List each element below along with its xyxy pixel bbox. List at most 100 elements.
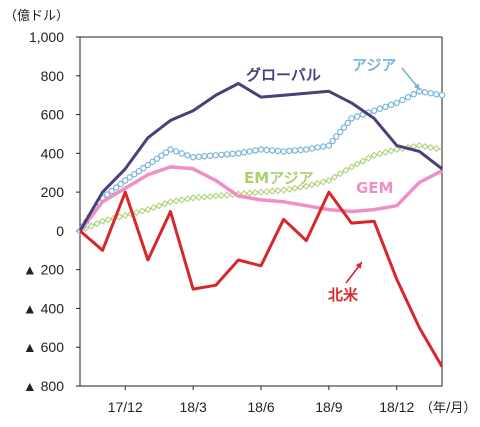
data-point [268,187,276,195]
data-point [399,96,406,104]
data-point [149,158,156,166]
data-point [297,183,305,191]
data-point [274,187,282,195]
data-point [308,145,316,152]
data-point [218,151,225,158]
data-point [280,186,288,194]
data-point [274,147,282,155]
data-point [189,154,197,161]
data-point [178,196,186,204]
data-point [344,119,351,127]
data-point [162,149,170,156]
y-tick-label: ▲ 400 [23,300,64,316]
data-point [201,153,208,160]
data-point [99,217,107,225]
series-label: EMアジア [244,169,314,187]
data-point [285,185,293,193]
series-labels: グローバル アジア EMアジア GEM 北米 [244,56,421,304]
x-tick-label: 18/6 [247,399,274,415]
y-tick-label: 0 [56,223,64,239]
data-point [314,179,322,187]
series-line [78,82,443,232]
data-point [263,146,270,154]
data-point [353,160,361,168]
data-point [122,177,129,184]
series-label: アジア [352,56,396,74]
data-point [382,103,389,111]
data-point [308,181,316,189]
data-point [235,150,242,157]
data-point [257,146,265,153]
data-point [87,222,95,230]
series-layer [76,82,446,368]
data-point [427,90,434,97]
data-point [153,155,161,162]
data-point [108,187,115,195]
data-point [155,202,163,210]
series-line [78,165,443,232]
data-point [263,188,271,196]
data-point [178,150,186,157]
data-point [144,206,152,214]
data-point [223,191,231,199]
x-tick-label: 18/3 [180,399,207,415]
series-label: グローバル [246,66,321,84]
y-tick-label: 800 [41,68,65,84]
x-tick-label: 18/9 [315,399,342,415]
data-point [184,152,191,159]
axes [76,36,443,390]
data-point [246,148,253,155]
data-point [376,105,383,112]
data-point [93,220,101,228]
data-point [212,152,219,159]
series-label: GEM [356,179,394,197]
data-point [126,174,133,181]
y-tick-label: 600 [41,107,65,123]
y-tick-label: ▲ 200 [23,262,64,278]
data-point [161,200,169,208]
data-point [331,173,339,181]
callout-arrowhead [413,83,420,90]
data-point [189,194,197,202]
data-point [212,192,220,200]
y-tick-label: 200 [41,184,65,200]
data-point [133,208,141,216]
data-point [121,211,129,219]
series-line [79,90,443,232]
data-point [104,216,112,224]
y-tick-labels: 1,000 800 600 400 200 0 ▲ 200 ▲ 400 ▲ 600 ▲ 800 [23,29,64,394]
data-point [342,166,350,174]
y-tick-label: 400 [41,145,65,161]
data-point [116,213,124,221]
series-GEM [78,165,443,232]
data-point [314,144,321,151]
data-point [433,90,440,98]
data-point [172,148,180,155]
data-point [200,193,208,201]
series-EMアジア [76,142,443,235]
data-point [325,142,333,149]
data-point [195,193,203,201]
x-tick-label: 17/12 [108,399,143,415]
data-point [421,143,429,151]
data-point [229,150,236,158]
data-point [393,99,400,107]
data-point [206,152,214,159]
data-point [336,128,344,136]
data-point [348,115,355,122]
data-point [297,146,304,154]
data-point [223,151,231,158]
data-point [251,189,259,197]
data-point [252,147,259,154]
data-point [325,176,333,184]
data-point [302,182,310,190]
data-point [167,146,174,153]
data-point [291,184,299,192]
data-point [370,151,378,159]
data-point [404,93,412,101]
data-point [415,142,423,150]
data-point [206,192,214,200]
data-point [393,145,401,153]
data-point [291,147,299,154]
